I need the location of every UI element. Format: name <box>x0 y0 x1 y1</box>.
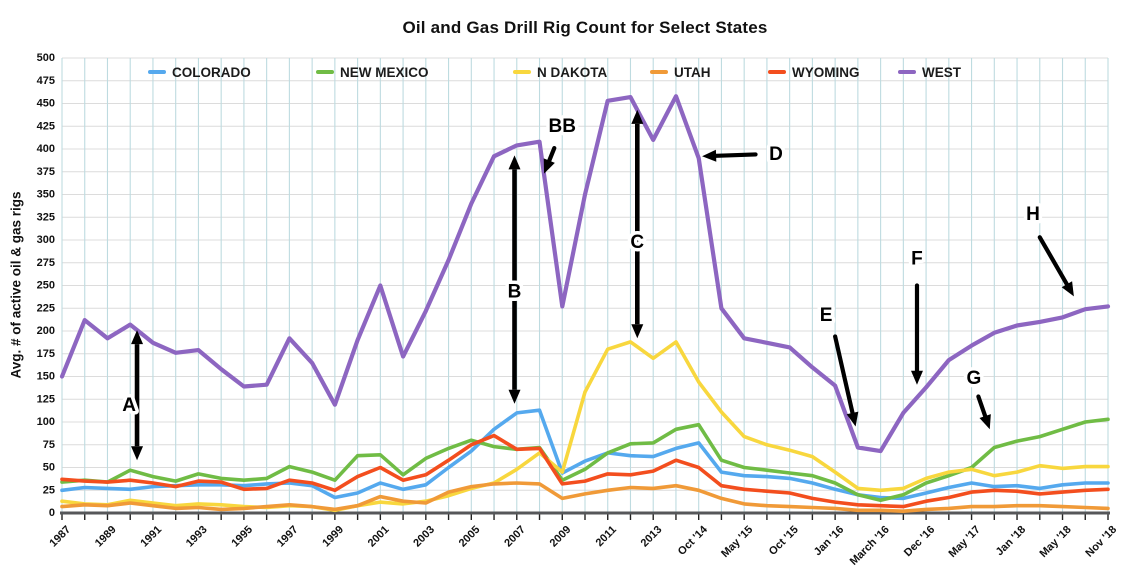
svg-text:450: 450 <box>37 98 55 110</box>
legend-label: WEST <box>922 65 962 80</box>
svg-text:2013: 2013 <box>639 524 665 550</box>
svg-text:Oct '14: Oct '14 <box>676 523 711 558</box>
svg-text:350: 350 <box>37 189 55 201</box>
svg-text:2005: 2005 <box>457 524 483 550</box>
x-axis-tick-labels: 1987 1989 1991 1993 1995 1997 1999 2001 2003 2005… <box>47 523 1119 568</box>
y-axis-tick-labels: 0 25 50 75 100 125 150 175 200 225 250 275 300 325 350… <box>37 52 55 519</box>
svg-text:1999: 1999 <box>320 524 346 550</box>
legend-label: NEW MEXICO <box>340 65 429 80</box>
svg-text:May '15: May '15 <box>719 524 755 560</box>
svg-text:425: 425 <box>37 120 55 132</box>
legend-label: UTAH <box>674 65 711 80</box>
legend-item-new-mexico: NEW MEXICO <box>316 65 429 80</box>
svg-text:25: 25 <box>43 484 55 496</box>
svg-text:May '17: May '17 <box>946 524 982 560</box>
svg-text:1989: 1989 <box>93 524 119 550</box>
svg-text:200: 200 <box>37 325 55 337</box>
legend-item-n-dakota: N DAKOTA <box>513 65 607 80</box>
svg-text:1991: 1991 <box>138 524 164 550</box>
legend-item-wyoming: WYOMING <box>768 65 860 80</box>
svg-text:150: 150 <box>37 371 55 383</box>
series-line-west <box>59 94 1111 454</box>
svg-text:325: 325 <box>37 211 55 223</box>
svg-text:175: 175 <box>37 348 55 360</box>
x-axis-ticks <box>61 514 1109 520</box>
annotation-label-c: C <box>630 232 644 253</box>
svg-text:475: 475 <box>37 75 55 87</box>
annotation-label-e: E <box>820 305 833 326</box>
annotation-label-bb: BB <box>549 116 576 137</box>
legend-label: WYOMING <box>792 65 860 80</box>
annotation-label-d: D <box>769 144 783 165</box>
svg-text:1993: 1993 <box>184 524 210 550</box>
svg-text:May '18: May '18 <box>1037 524 1073 560</box>
annotation-g: G <box>963 364 991 430</box>
svg-text:2007: 2007 <box>502 524 528 550</box>
svg-text:2011: 2011 <box>594 524 619 549</box>
series-line-new-mexico <box>60 417 1110 503</box>
series-line-utah <box>60 481 1110 514</box>
legend-item-west: WEST <box>898 65 962 80</box>
annotation-b: B <box>504 155 525 404</box>
series-lines <box>59 94 1111 514</box>
svg-text:225: 225 <box>37 302 55 314</box>
svg-text:500: 500 <box>37 52 55 64</box>
annotation-label-g: G <box>966 368 981 389</box>
annotation-label-f: F <box>911 249 923 270</box>
series-line-n-dakota <box>60 340 1110 513</box>
svg-text:1987: 1987 <box>47 524 73 550</box>
svg-text:1997: 1997 <box>275 524 301 550</box>
svg-text:1995: 1995 <box>229 524 255 550</box>
chart-title: Oil and Gas Drill Rig Count for Select S… <box>402 18 768 37</box>
annotation-label-h: H <box>1026 204 1040 225</box>
svg-text:2009: 2009 <box>548 524 574 550</box>
annotations: A B C BB D E F G H <box>119 109 1074 461</box>
annotation-f: F <box>908 245 926 385</box>
vertical-gridlines <box>61 58 1109 513</box>
svg-text:125: 125 <box>37 393 55 405</box>
svg-text:Oct '15: Oct '15 <box>767 524 801 558</box>
svg-text:275: 275 <box>37 257 55 269</box>
svg-text:100: 100 <box>37 416 55 428</box>
svg-text:Jan '16: Jan '16 <box>812 524 847 559</box>
svg-text:March '16: March '16 <box>848 524 892 568</box>
annotation-e: E <box>816 302 859 427</box>
svg-text:Nov '18: Nov '18 <box>1083 524 1119 560</box>
legend: COLORADO NEW MEXICO N DAKOTA UTAH WYOMING WES… <box>148 65 962 80</box>
legend-label: N DAKOTA <box>537 65 607 80</box>
annotation-label-a: A <box>122 395 136 416</box>
legend-label: COLORADO <box>172 65 251 80</box>
svg-text:375: 375 <box>37 166 55 178</box>
legend-item-utah: UTAH <box>650 65 711 80</box>
svg-text:250: 250 <box>37 280 55 292</box>
svg-text:300: 300 <box>37 234 55 246</box>
y-axis-title: Avg. # of active oil & gas rigs <box>8 191 24 379</box>
annotation-c: C <box>627 109 648 339</box>
svg-text:0: 0 <box>49 507 55 519</box>
svg-text:2001: 2001 <box>366 524 392 550</box>
annotation-label-b: B <box>508 281 522 302</box>
svg-text:Jan '18: Jan '18 <box>994 524 1029 559</box>
annotation-d: D <box>702 140 786 168</box>
svg-text:50: 50 <box>43 462 55 474</box>
series-line-wyoming <box>60 433 1110 509</box>
annotation-bb: BB <box>543 112 579 174</box>
annotation-a: A <box>119 330 144 461</box>
svg-text:2003: 2003 <box>411 524 437 550</box>
svg-text:75: 75 <box>43 439 55 451</box>
svg-text:400: 400 <box>37 143 55 155</box>
annotation-h: H <box>1023 201 1074 297</box>
legend-item-colorado: COLORADO <box>148 65 251 80</box>
svg-text:Dec '16: Dec '16 <box>902 524 937 559</box>
